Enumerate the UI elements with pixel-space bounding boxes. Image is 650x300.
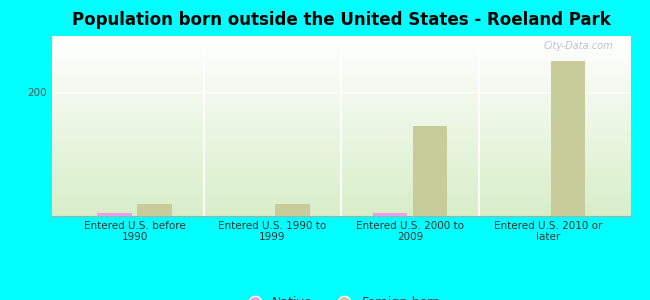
Bar [98,213,132,216]
Bar [137,204,172,216]
Legend: Native, Foreign-born: Native, Foreign-born [237,291,445,300]
Bar [551,61,585,216]
Text: City-Data.com: City-Data.com [543,41,613,51]
Bar [275,204,309,216]
Bar [373,213,408,216]
Title: Population born outside the United States - Roeland Park: Population born outside the United State… [72,11,610,29]
Bar [413,126,447,216]
